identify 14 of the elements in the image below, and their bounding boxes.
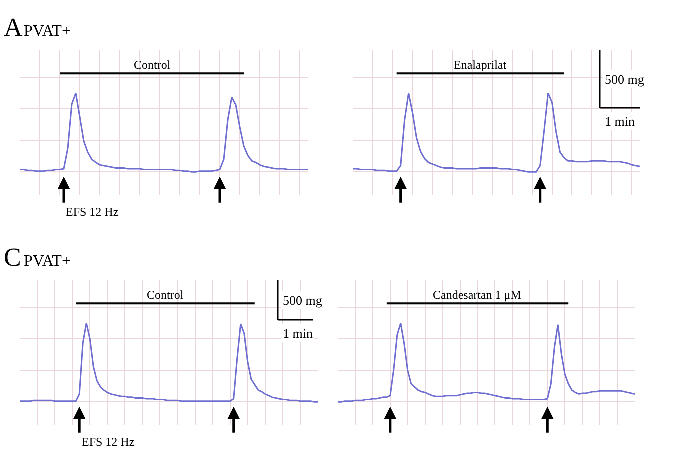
annotation: 1 min — [283, 326, 314, 341]
chart-title: C — [4, 243, 22, 272]
text: Candesartan 1 μM — [433, 288, 522, 302]
text: Enalaprilat — [454, 58, 508, 72]
annotation: 1 min — [605, 114, 636, 129]
text: 500 mg — [605, 72, 645, 87]
chart-subtitle: PVAT+ — [24, 23, 71, 40]
text: 500 mg — [283, 293, 323, 308]
text: Control — [134, 58, 172, 72]
text: EFS 12 Hz — [82, 435, 135, 449]
chart-subtitle: PVAT+ — [24, 253, 71, 270]
text: Control — [147, 288, 184, 302]
chart-title: A — [4, 13, 23, 42]
text: EFS 12 Hz — [66, 205, 119, 219]
